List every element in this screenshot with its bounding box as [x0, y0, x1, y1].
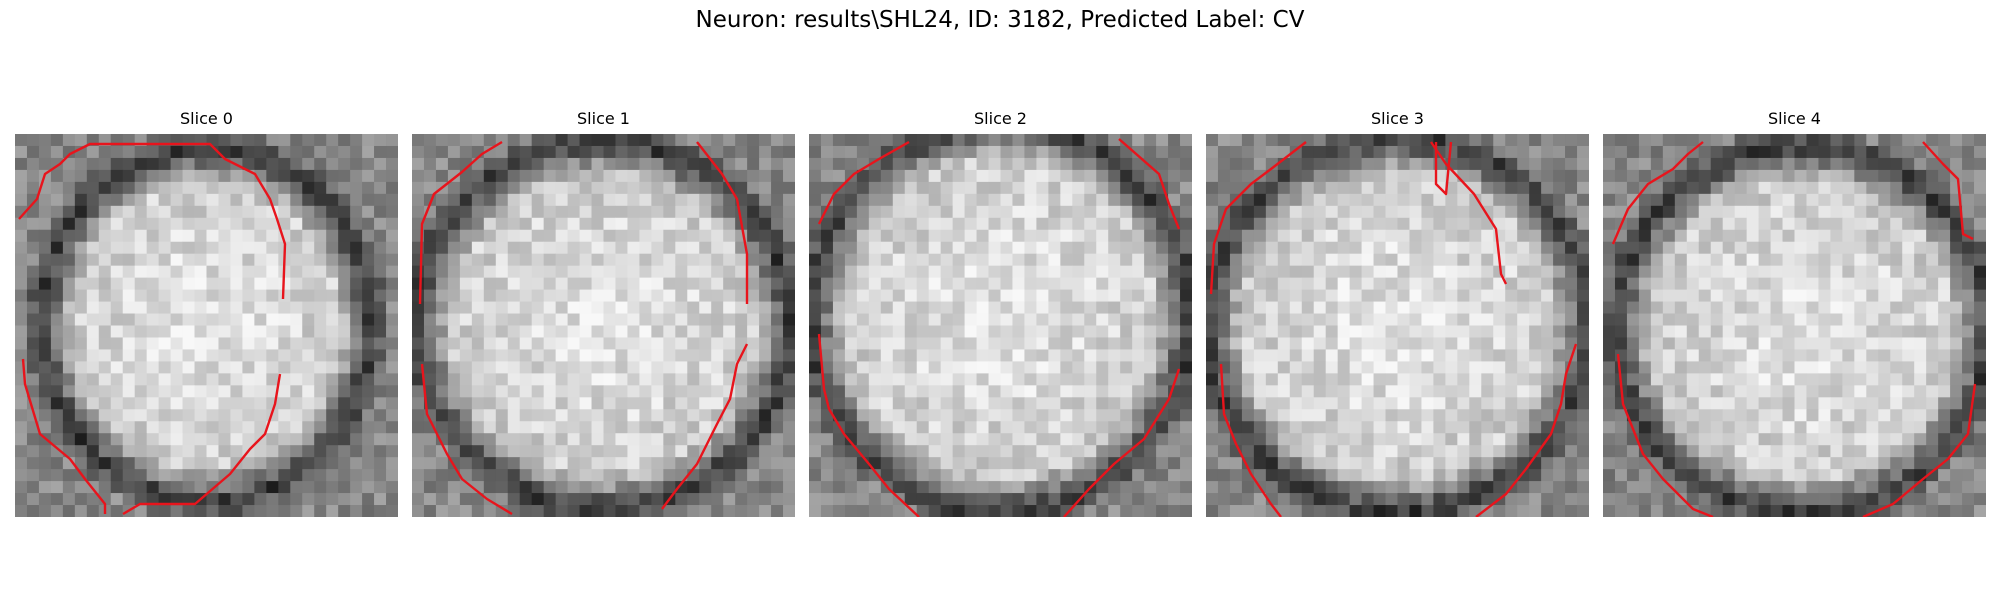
contour-line: [1118, 138, 1181, 230]
contour-line: [1922, 141, 1974, 241]
slice-title: Slice 2: [974, 109, 1027, 128]
figure-title: Neuron: results\SHL24, ID: 3182, Predict…: [695, 7, 1305, 33]
contour-line: [21, 358, 107, 514]
pixel-grid: [1603, 134, 1986, 517]
contour-line: [817, 140, 910, 225]
slice-title: Slice 0: [180, 109, 233, 128]
contour-line: [1219, 363, 1282, 517]
contour-line: [1063, 368, 1181, 517]
contour-line: [18, 142, 287, 300]
contour-line: [1616, 353, 1714, 517]
slice-title: Slice 4: [1768, 109, 1821, 128]
slice-panel-0: Slice 0: [15, 108, 398, 517]
slice-image-1: [412, 134, 795, 517]
contour-line: [122, 373, 282, 516]
contour-line: [1430, 141, 1508, 285]
slice-image-0: [15, 134, 398, 517]
contour-line: [1434, 141, 1453, 196]
contour-line: [1209, 141, 1307, 295]
slice-image-2: [809, 134, 1192, 517]
contour-line: [1475, 343, 1578, 517]
slice-image-4: [1603, 134, 1986, 517]
pixel-grid: [1206, 134, 1589, 517]
slice-image-3: [1206, 134, 1589, 517]
pixel-grid: [412, 134, 795, 517]
contour-line: [1862, 383, 1977, 517]
slice-title: Slice 3: [1371, 109, 1424, 128]
contour-line: [696, 141, 749, 304]
slice-title: Slice 1: [577, 109, 630, 128]
slice-panel-1: Slice 1: [412, 108, 795, 517]
slice-panel-4: Slice 4: [1603, 108, 1986, 517]
slice-panel-2: Slice 2: [809, 108, 1192, 517]
contour-line: [661, 343, 749, 510]
contour-line: [420, 363, 513, 516]
slice-panel-3: Slice 3: [1206, 108, 1589, 517]
contour-line: [817, 333, 920, 517]
pixel-grid: [809, 134, 1192, 517]
contour-line: [418, 140, 503, 305]
pixel-grid: [15, 134, 398, 517]
contour-line: [1611, 141, 1704, 245]
